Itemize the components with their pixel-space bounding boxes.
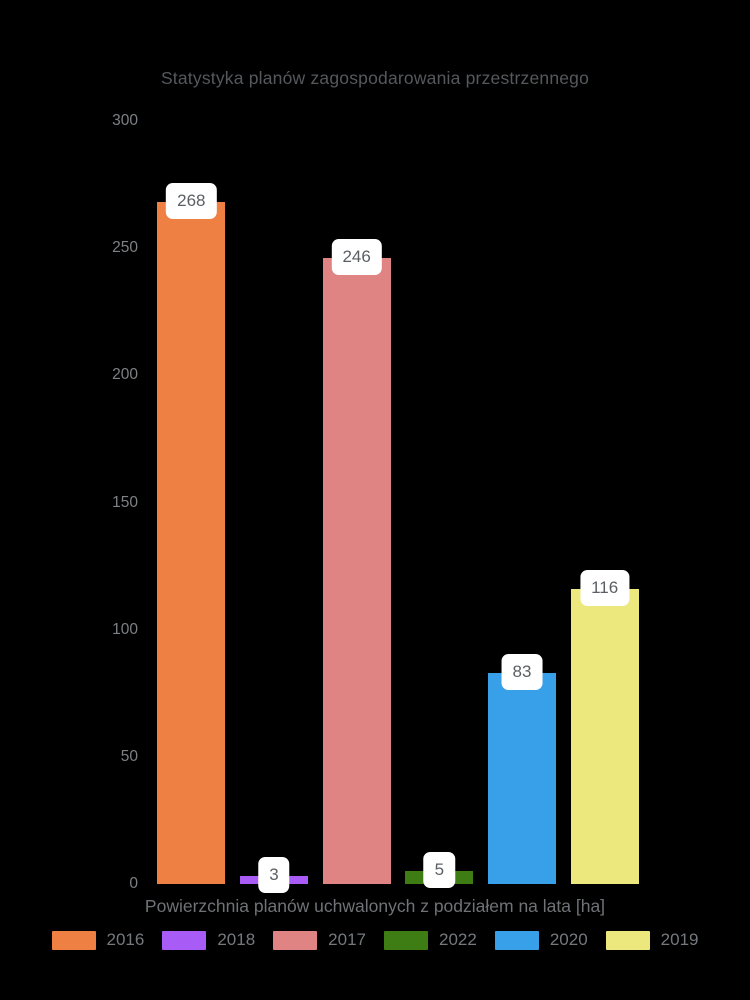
y-axis-tick: 150 <box>112 493 138 511</box>
y-axis-tick: 300 <box>112 112 138 129</box>
legend-item-2017[interactable]: 2017 <box>273 930 366 950</box>
x-axis-label: Powierzchnia planów uchwalonych z podzia… <box>144 896 606 916</box>
legend-item-2019[interactable]: 2019 <box>605 930 699 950</box>
bar-group: 3 <box>240 121 308 894</box>
legend-label: 2019 <box>660 930 699 949</box>
y-axis-tick: 250 <box>112 239 138 257</box>
y-axis: 300 250 200 150 100 50 0 <box>0 112 138 892</box>
legend-item-2020[interactable]: 2020 <box>494 930 588 950</box>
bar-value-label: 268 <box>166 183 217 220</box>
bar-value-label: 246 <box>331 239 382 276</box>
legend-item-2018[interactable]: 2018 <box>162 930 255 950</box>
plot-area: 268 3 246 5 83 116 <box>150 121 646 894</box>
bar-value-label: 5 <box>423 852 456 889</box>
legend-label: 2018 <box>217 930 256 949</box>
y-axis-tick: 100 <box>112 620 138 638</box>
y-axis-tick: 200 <box>112 366 138 384</box>
bar-group: 246 <box>322 121 391 884</box>
bar-group: 83 <box>488 121 556 884</box>
bar-group: 5 <box>405 121 474 889</box>
legend-label: 2022 <box>439 930 477 949</box>
legend-swatch-icon <box>162 930 207 950</box>
chart-legend: 2016 2018 2017 2022 2020 2019 <box>0 930 750 950</box>
legend-swatch-icon <box>384 930 428 950</box>
legend-item-2016[interactable]: 2016 <box>51 930 145 950</box>
legend-swatch-icon <box>494 930 539 950</box>
y-axis-tick: 0 <box>129 875 138 892</box>
legend-label: 2016 <box>106 930 145 949</box>
bar-value-label: 83 <box>501 653 543 690</box>
chart-title: Statystyka planów zagospodarowania przes… <box>160 68 590 88</box>
bar-value-label: 116 <box>580 569 630 606</box>
legend-swatch-icon <box>51 930 96 950</box>
bar-2020[interactable] <box>488 672 556 884</box>
y-axis-tick: 50 <box>120 747 138 765</box>
bar-group: 268 <box>157 121 226 884</box>
bar-group: 116 <box>570 121 639 884</box>
legend-item-2022[interactable]: 2022 <box>384 930 477 950</box>
bar-value-label: 3 <box>258 857 290 894</box>
bar-2019[interactable] <box>570 588 639 884</box>
legend-label: 2020 <box>549 930 588 949</box>
bar-2016[interactable] <box>157 202 226 884</box>
legend-label: 2017 <box>328 930 366 949</box>
legend-swatch-icon <box>273 930 318 950</box>
bar-2017[interactable] <box>322 258 391 884</box>
legend-swatch-icon <box>605 930 650 950</box>
